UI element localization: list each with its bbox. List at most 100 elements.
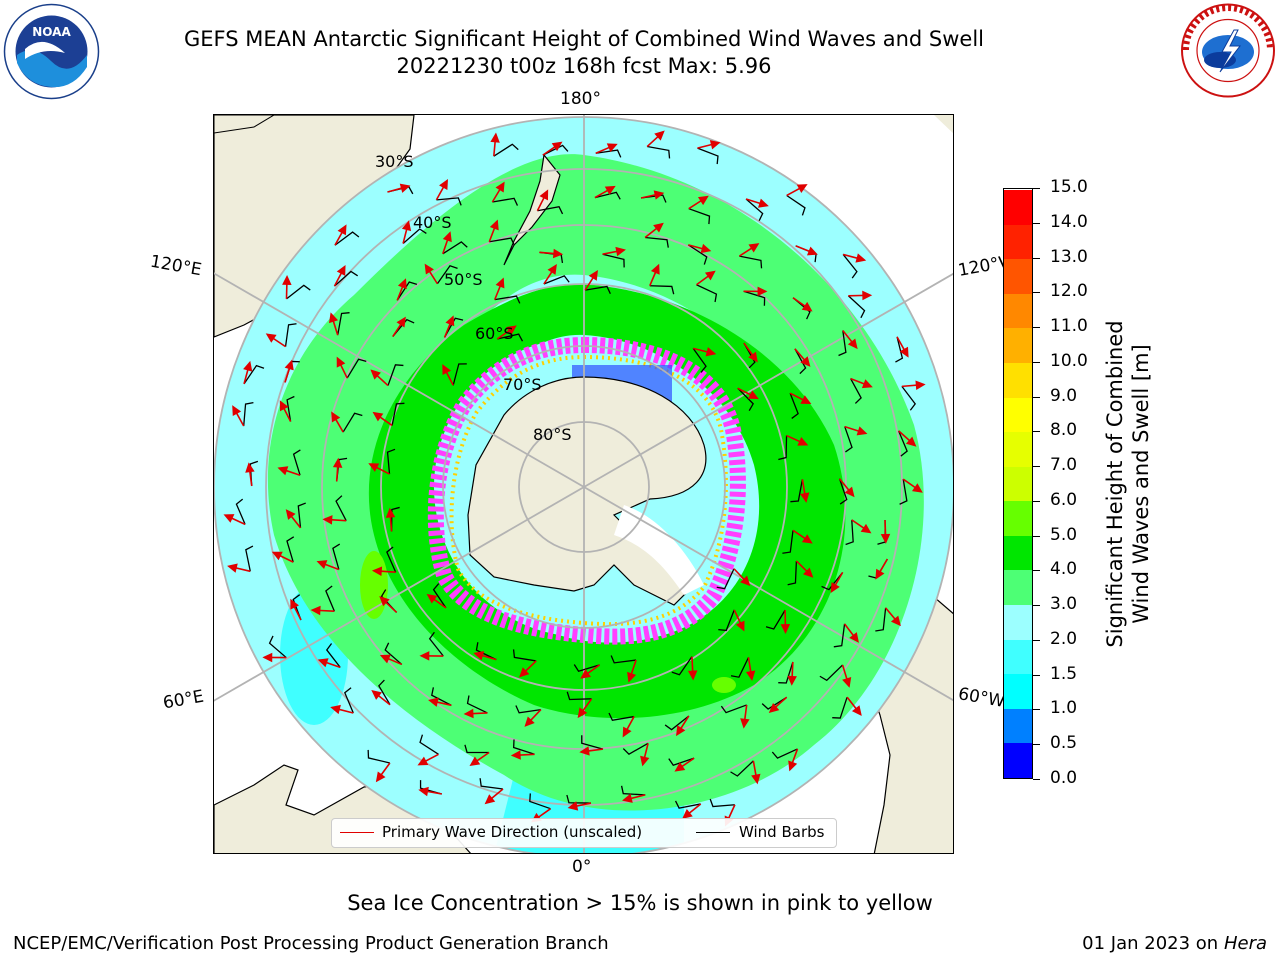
wave-arrow-head [847, 338, 858, 350]
wind-barb [334, 270, 359, 287]
colorbar-tick-label: 1.5 [1050, 663, 1078, 684]
wave-arrow-head [604, 185, 616, 195]
wave-arrow-head [748, 243, 760, 253]
colorbar-tick-label: 0.0 [1050, 768, 1078, 788]
wind-barb [778, 661, 794, 684]
lat-label-30s: 30°S [375, 152, 414, 171]
wind-barb [566, 794, 591, 804]
wind-barb [838, 478, 848, 505]
colorbar-tick-label: 13.0 [1050, 246, 1088, 267]
wind-barb [337, 312, 350, 336]
wind-barb [292, 449, 301, 476]
wave-arrow-head [806, 246, 818, 256]
wind-barb [286, 284, 311, 300]
lat-label-50s: 50°S [444, 270, 483, 289]
wave-arrow-head [862, 290, 873, 301]
wave-arrow-head [417, 756, 429, 766]
wave-arrow-head [740, 718, 750, 729]
wind-barb [566, 691, 592, 701]
wind-barb [442, 241, 468, 255]
wind-barb [515, 705, 541, 714]
wind-barb [709, 798, 735, 808]
colorbar-segment [1004, 258, 1032, 294]
colorbar-segment [1004, 708, 1032, 744]
wind-barb [384, 642, 403, 665]
wave-arrow-head [442, 364, 452, 376]
wave-arrow-head [524, 716, 535, 727]
wave-arrow-head [654, 130, 665, 141]
colorbar-tick [1033, 605, 1040, 607]
wave-arrow-head [332, 457, 343, 468]
wave-arrow-head [627, 671, 637, 683]
wind-barb [392, 318, 415, 337]
wave-arrow-head [735, 620, 745, 632]
wave-arrow-head [787, 675, 797, 686]
wave-arrow-head [687, 670, 698, 681]
colorbar-label: Significant Height of Combined Wind Wave… [1102, 320, 1154, 647]
wave-arrow-head [547, 264, 557, 275]
wave-arrow-head [399, 183, 411, 193]
wave-arrow-head [330, 704, 341, 715]
wind-barb [743, 290, 766, 306]
lon-label-0: 0° [572, 857, 592, 877]
landmass-australia-north [214, 115, 275, 134]
colorbar-tick-label: 12.0 [1050, 281, 1088, 302]
wind-barb [786, 194, 806, 216]
wind-barb [436, 197, 462, 206]
wave-arrow-head [271, 551, 283, 561]
colorbar-tick-label: 5.0 [1050, 524, 1078, 545]
wave-arrow-head [372, 411, 384, 422]
wind-barb [718, 609, 735, 632]
wave-arrow-head [751, 773, 761, 785]
wave-arrow-head [842, 677, 852, 688]
wave-arrow-head [473, 651, 485, 661]
wave-arrow-head [418, 786, 429, 797]
wind-barb [335, 495, 347, 521]
wind-barb [895, 336, 904, 363]
colorbar-tick [1033, 709, 1040, 711]
wind-barb [243, 401, 254, 427]
footer-branch: NCEP/EMC/Verification Post Processing Pr… [13, 933, 609, 954]
wave-arrow-head [682, 808, 693, 819]
legend-wave-line-icon [340, 832, 374, 833]
colorbar-tick-label: 0.5 [1050, 733, 1078, 754]
colorbar-tick [1033, 779, 1040, 780]
wave-arrow-head [745, 670, 756, 681]
wave-arrow-head [371, 566, 383, 577]
wind-barb [492, 197, 519, 206]
wave-arrow-head [370, 369, 381, 380]
wind-barb [391, 402, 405, 426]
wind-barb [737, 387, 754, 412]
colorbar-tick-label: 2.0 [1050, 628, 1078, 649]
wave-arrow-head [329, 312, 339, 324]
wind-barb [790, 479, 804, 503]
map-legend: Primary Wave Direction (unscaled) Wind B… [331, 818, 837, 848]
wind-barb [543, 275, 570, 285]
wave-arrow-head [245, 462, 255, 473]
colorbar-segment [1004, 500, 1032, 536]
wave-arrow-head [227, 563, 238, 573]
wave-arrow-head [495, 277, 505, 289]
legend-wind-barb-line-icon [696, 832, 730, 833]
colorbar-tick-label: 9.0 [1050, 385, 1078, 406]
wind-barb [787, 560, 798, 586]
colorbar-tick [1033, 570, 1040, 572]
wave-arrow-head [653, 222, 664, 233]
wave-arrow-head [650, 263, 660, 275]
colorbar-label-line1: Significant Height of Combined [1103, 320, 1127, 648]
wave-arrow-head [439, 179, 448, 190]
legend-primary-wave: Primary Wave Direction (unscaled) [382, 823, 643, 841]
wind-barb [235, 498, 246, 525]
wind-barb [475, 642, 497, 661]
wind-barb [697, 147, 719, 165]
wind-barb [899, 479, 908, 505]
wave-arrow-head [277, 466, 289, 476]
wave-arrow-head [401, 220, 412, 232]
wave-arrow-head [697, 195, 709, 206]
wave-arrow-head [223, 514, 235, 523]
wind-barb [730, 760, 754, 777]
wave-arrow-head [757, 286, 768, 297]
wind-barb [778, 435, 788, 461]
wind-barb [649, 285, 675, 295]
colorbar-segment [1004, 673, 1032, 709]
